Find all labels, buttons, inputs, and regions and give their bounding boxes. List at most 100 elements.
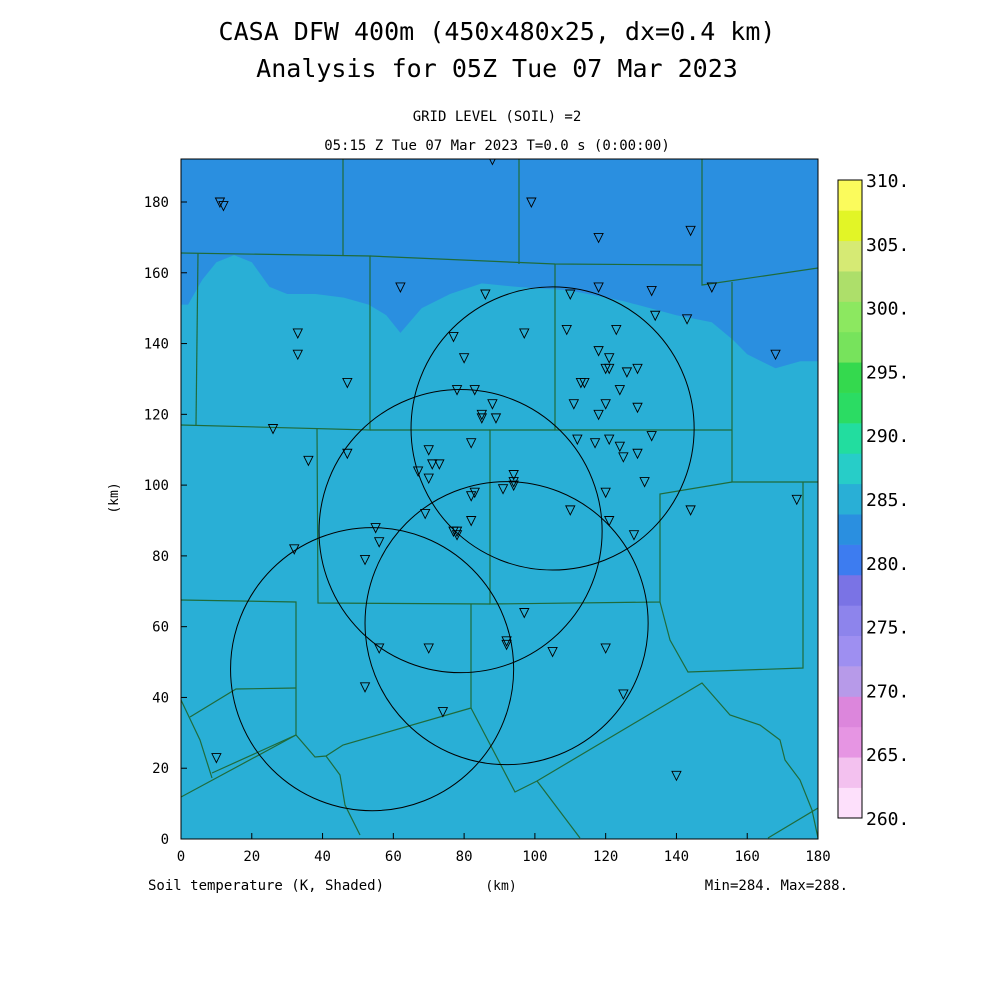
station-marker bbox=[646, 431, 657, 442]
y-tick-label: 160 bbox=[144, 266, 169, 282]
station-marker bbox=[519, 608, 530, 619]
radar-rings bbox=[230, 286, 695, 812]
colorbar-label: 300. bbox=[866, 299, 909, 320]
station-marker bbox=[671, 770, 682, 782]
colorbar-swatch bbox=[838, 240, 862, 272]
title-line-1: CASA DFW 400m (450x480x25, dx=0.4 km) bbox=[219, 17, 776, 46]
station-marker bbox=[593, 346, 604, 357]
cold-field-shading bbox=[181, 159, 818, 369]
valid-time-label: 05:15 Z Tue 07 Mar 2023 T=0.0 s (0:00:00… bbox=[324, 138, 670, 154]
colorbar-label: 270. bbox=[866, 681, 909, 702]
colorbar-swatch bbox=[838, 666, 862, 697]
county-boundaries bbox=[181, 159, 818, 839]
station-marker bbox=[579, 378, 590, 389]
x-tick-label: 20 bbox=[243, 849, 260, 865]
station-marker bbox=[419, 508, 431, 520]
county-line bbox=[189, 687, 297, 718]
station-marker bbox=[423, 445, 434, 456]
y-axis: 0 20 40 60 80 100 120 140 160 180 bbox=[144, 195, 187, 848]
station-marker bbox=[568, 399, 580, 410]
station-marker bbox=[618, 452, 629, 463]
station-marker bbox=[211, 753, 222, 764]
colorbar-swatch bbox=[838, 514, 862, 545]
station-marker bbox=[501, 636, 512, 647]
station-marker bbox=[465, 438, 477, 449]
colorbar-swatch bbox=[838, 635, 862, 667]
station-marker bbox=[395, 282, 406, 293]
station-marker bbox=[412, 466, 424, 477]
station-marker bbox=[218, 201, 229, 212]
radar-ring bbox=[410, 286, 695, 571]
station-marker bbox=[565, 289, 576, 301]
station-marker bbox=[611, 324, 622, 336]
colorbar-label: 275. bbox=[866, 618, 909, 639]
station-marker bbox=[489, 159, 496, 166]
colorbar-swatch bbox=[838, 362, 862, 393]
station-marker bbox=[303, 455, 314, 467]
colorbar-label: 295. bbox=[866, 362, 909, 383]
station-marker bbox=[649, 310, 661, 322]
station-marker bbox=[359, 554, 371, 566]
station-marker bbox=[487, 399, 498, 410]
y-tick-label: 40 bbox=[152, 690, 169, 706]
station-marker bbox=[465, 516, 477, 527]
x-tick-label: 160 bbox=[735, 849, 760, 865]
station-marker bbox=[572, 434, 583, 446]
station-marker bbox=[342, 378, 353, 389]
station-marker bbox=[373, 643, 385, 654]
station-marker bbox=[603, 516, 615, 527]
y-axis-label: (km) bbox=[107, 482, 122, 513]
station-marker bbox=[547, 646, 558, 658]
colorbar-swatch bbox=[838, 696, 862, 728]
minmax-label: Min=284. Max=288. bbox=[705, 878, 848, 894]
county-line bbox=[195, 252, 199, 426]
station-marker bbox=[628, 530, 640, 541]
y-tick-label: 180 bbox=[144, 195, 169, 211]
plot-area: 0 20 40 60 80 100 120 140 160 180 0 20 40 60 80 100 120… bbox=[144, 158, 831, 865]
station-marker bbox=[618, 689, 629, 700]
station-marker bbox=[437, 707, 449, 718]
station-marker bbox=[685, 505, 696, 516]
radar-ring bbox=[364, 481, 649, 766]
colorbar-swatch bbox=[838, 726, 862, 758]
y-tick-label: 100 bbox=[144, 478, 169, 494]
county-line bbox=[767, 807, 818, 839]
colorbar-label: 305. bbox=[866, 235, 909, 256]
station-marker bbox=[490, 413, 502, 424]
colorbar-label: 260. bbox=[866, 809, 909, 830]
colorbar-frame bbox=[837, 179, 863, 819]
station-marker bbox=[292, 349, 304, 361]
station-marker bbox=[621, 367, 633, 378]
station-marker bbox=[770, 349, 781, 361]
x-tick-label: 120 bbox=[593, 849, 618, 865]
station-marker bbox=[600, 643, 611, 654]
station-marker bbox=[791, 494, 802, 506]
colorbar-swatch bbox=[838, 483, 862, 515]
colorbar-swatch bbox=[838, 392, 862, 424]
station-marker bbox=[427, 459, 438, 470]
county-line bbox=[316, 427, 491, 605]
station-marker bbox=[370, 523, 381, 534]
county-line bbox=[181, 699, 213, 779]
station-marker bbox=[603, 363, 615, 375]
colorbar-swatch bbox=[838, 757, 862, 788]
y-tick-label: 80 bbox=[152, 549, 169, 565]
station-marker bbox=[497, 484, 509, 495]
station-marker bbox=[458, 353, 470, 364]
station-marker bbox=[469, 385, 480, 396]
x-tick-label: 100 bbox=[522, 849, 547, 865]
station-marker bbox=[614, 441, 626, 453]
x-tick-label: 180 bbox=[805, 849, 830, 865]
x-tick-label: 60 bbox=[385, 849, 402, 865]
station-marker bbox=[448, 332, 459, 343]
x-tick-label: 0 bbox=[177, 849, 185, 865]
station-marker bbox=[646, 286, 657, 297]
y-tick-label: 140 bbox=[144, 337, 169, 353]
colorbar-swatch bbox=[838, 574, 862, 606]
station-marker bbox=[508, 480, 519, 492]
colorbar-swatch bbox=[838, 453, 862, 485]
colorbar-swatch bbox=[838, 331, 862, 363]
station-marker bbox=[480, 289, 491, 301]
